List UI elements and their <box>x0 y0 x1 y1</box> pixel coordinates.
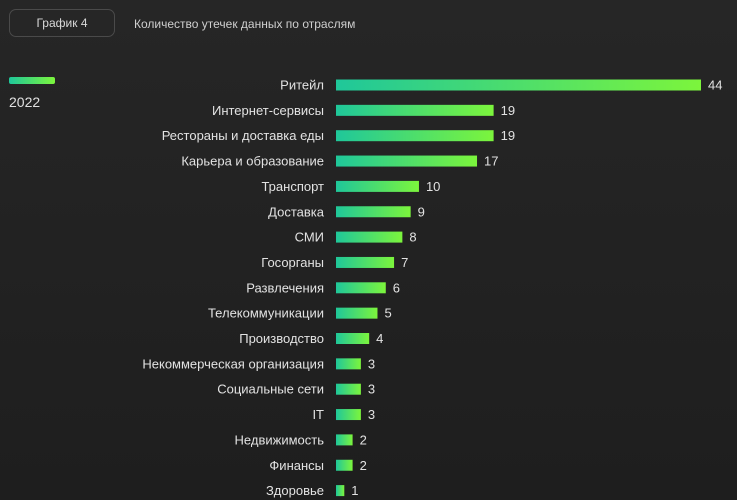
category-label: Карьера и образование <box>181 154 324 169</box>
value-label: 19 <box>501 128 515 143</box>
bar <box>336 459 353 471</box>
category-label: СМИ <box>295 230 324 245</box>
value-label: 8 <box>409 230 416 245</box>
bar <box>336 383 361 395</box>
bar <box>336 155 478 167</box>
value-label: 6 <box>393 280 400 295</box>
value-label: 3 <box>368 356 375 371</box>
value-label: 3 <box>368 407 375 422</box>
bar <box>336 180 419 192</box>
category-label: Доставка <box>268 204 325 219</box>
bar <box>336 282 386 294</box>
legend-label: 2022 <box>9 94 41 110</box>
category-label: Недвижимость <box>235 432 325 447</box>
bar <box>336 104 494 116</box>
category-label: Телекоммуникации <box>208 306 324 321</box>
category-label: IT <box>312 407 324 422</box>
value-label: 10 <box>426 179 440 194</box>
value-label: 2 <box>360 458 367 473</box>
chart-number-badge: График 4 <box>9 9 115 37</box>
category-label: Финансы <box>269 458 324 473</box>
bar <box>336 409 361 421</box>
bar <box>336 79 701 91</box>
category-label: Интернет-сервисы <box>212 103 324 118</box>
category-label: Транспорт <box>261 179 324 194</box>
value-label: 5 <box>384 306 391 321</box>
category-label: Развлечения <box>246 280 324 295</box>
value-label: 1 <box>351 483 358 498</box>
chart-number-label: График 4 <box>36 16 88 30</box>
category-label: Производство <box>239 331 324 346</box>
category-label: Социальные сети <box>217 382 324 397</box>
category-label: Госорганы <box>261 255 324 270</box>
value-label: 17 <box>484 154 498 169</box>
bar <box>336 130 494 142</box>
value-label: 3 <box>368 382 375 397</box>
bar <box>336 206 411 218</box>
value-label: 9 <box>418 204 425 219</box>
value-label: 2 <box>360 432 367 447</box>
bar <box>336 307 378 319</box>
chart-title: Количество утечек данных по отраслям <box>134 17 356 31</box>
category-label: Некоммерческая организация <box>142 356 324 371</box>
legend-swatch <box>9 77 55 84</box>
value-label: 44 <box>708 78 722 93</box>
value-label: 7 <box>401 255 408 270</box>
bar <box>336 485 345 497</box>
value-label: 19 <box>501 103 515 118</box>
bar <box>336 434 353 446</box>
bar <box>336 358 361 370</box>
bar <box>336 256 395 268</box>
bar <box>336 333 370 344</box>
category-label: Рестораны и доставка еды <box>162 128 324 143</box>
value-label: 4 <box>376 331 383 346</box>
category-label: Ритейл <box>280 78 324 93</box>
bar <box>336 231 403 243</box>
category-label: Здоровье <box>266 483 324 498</box>
